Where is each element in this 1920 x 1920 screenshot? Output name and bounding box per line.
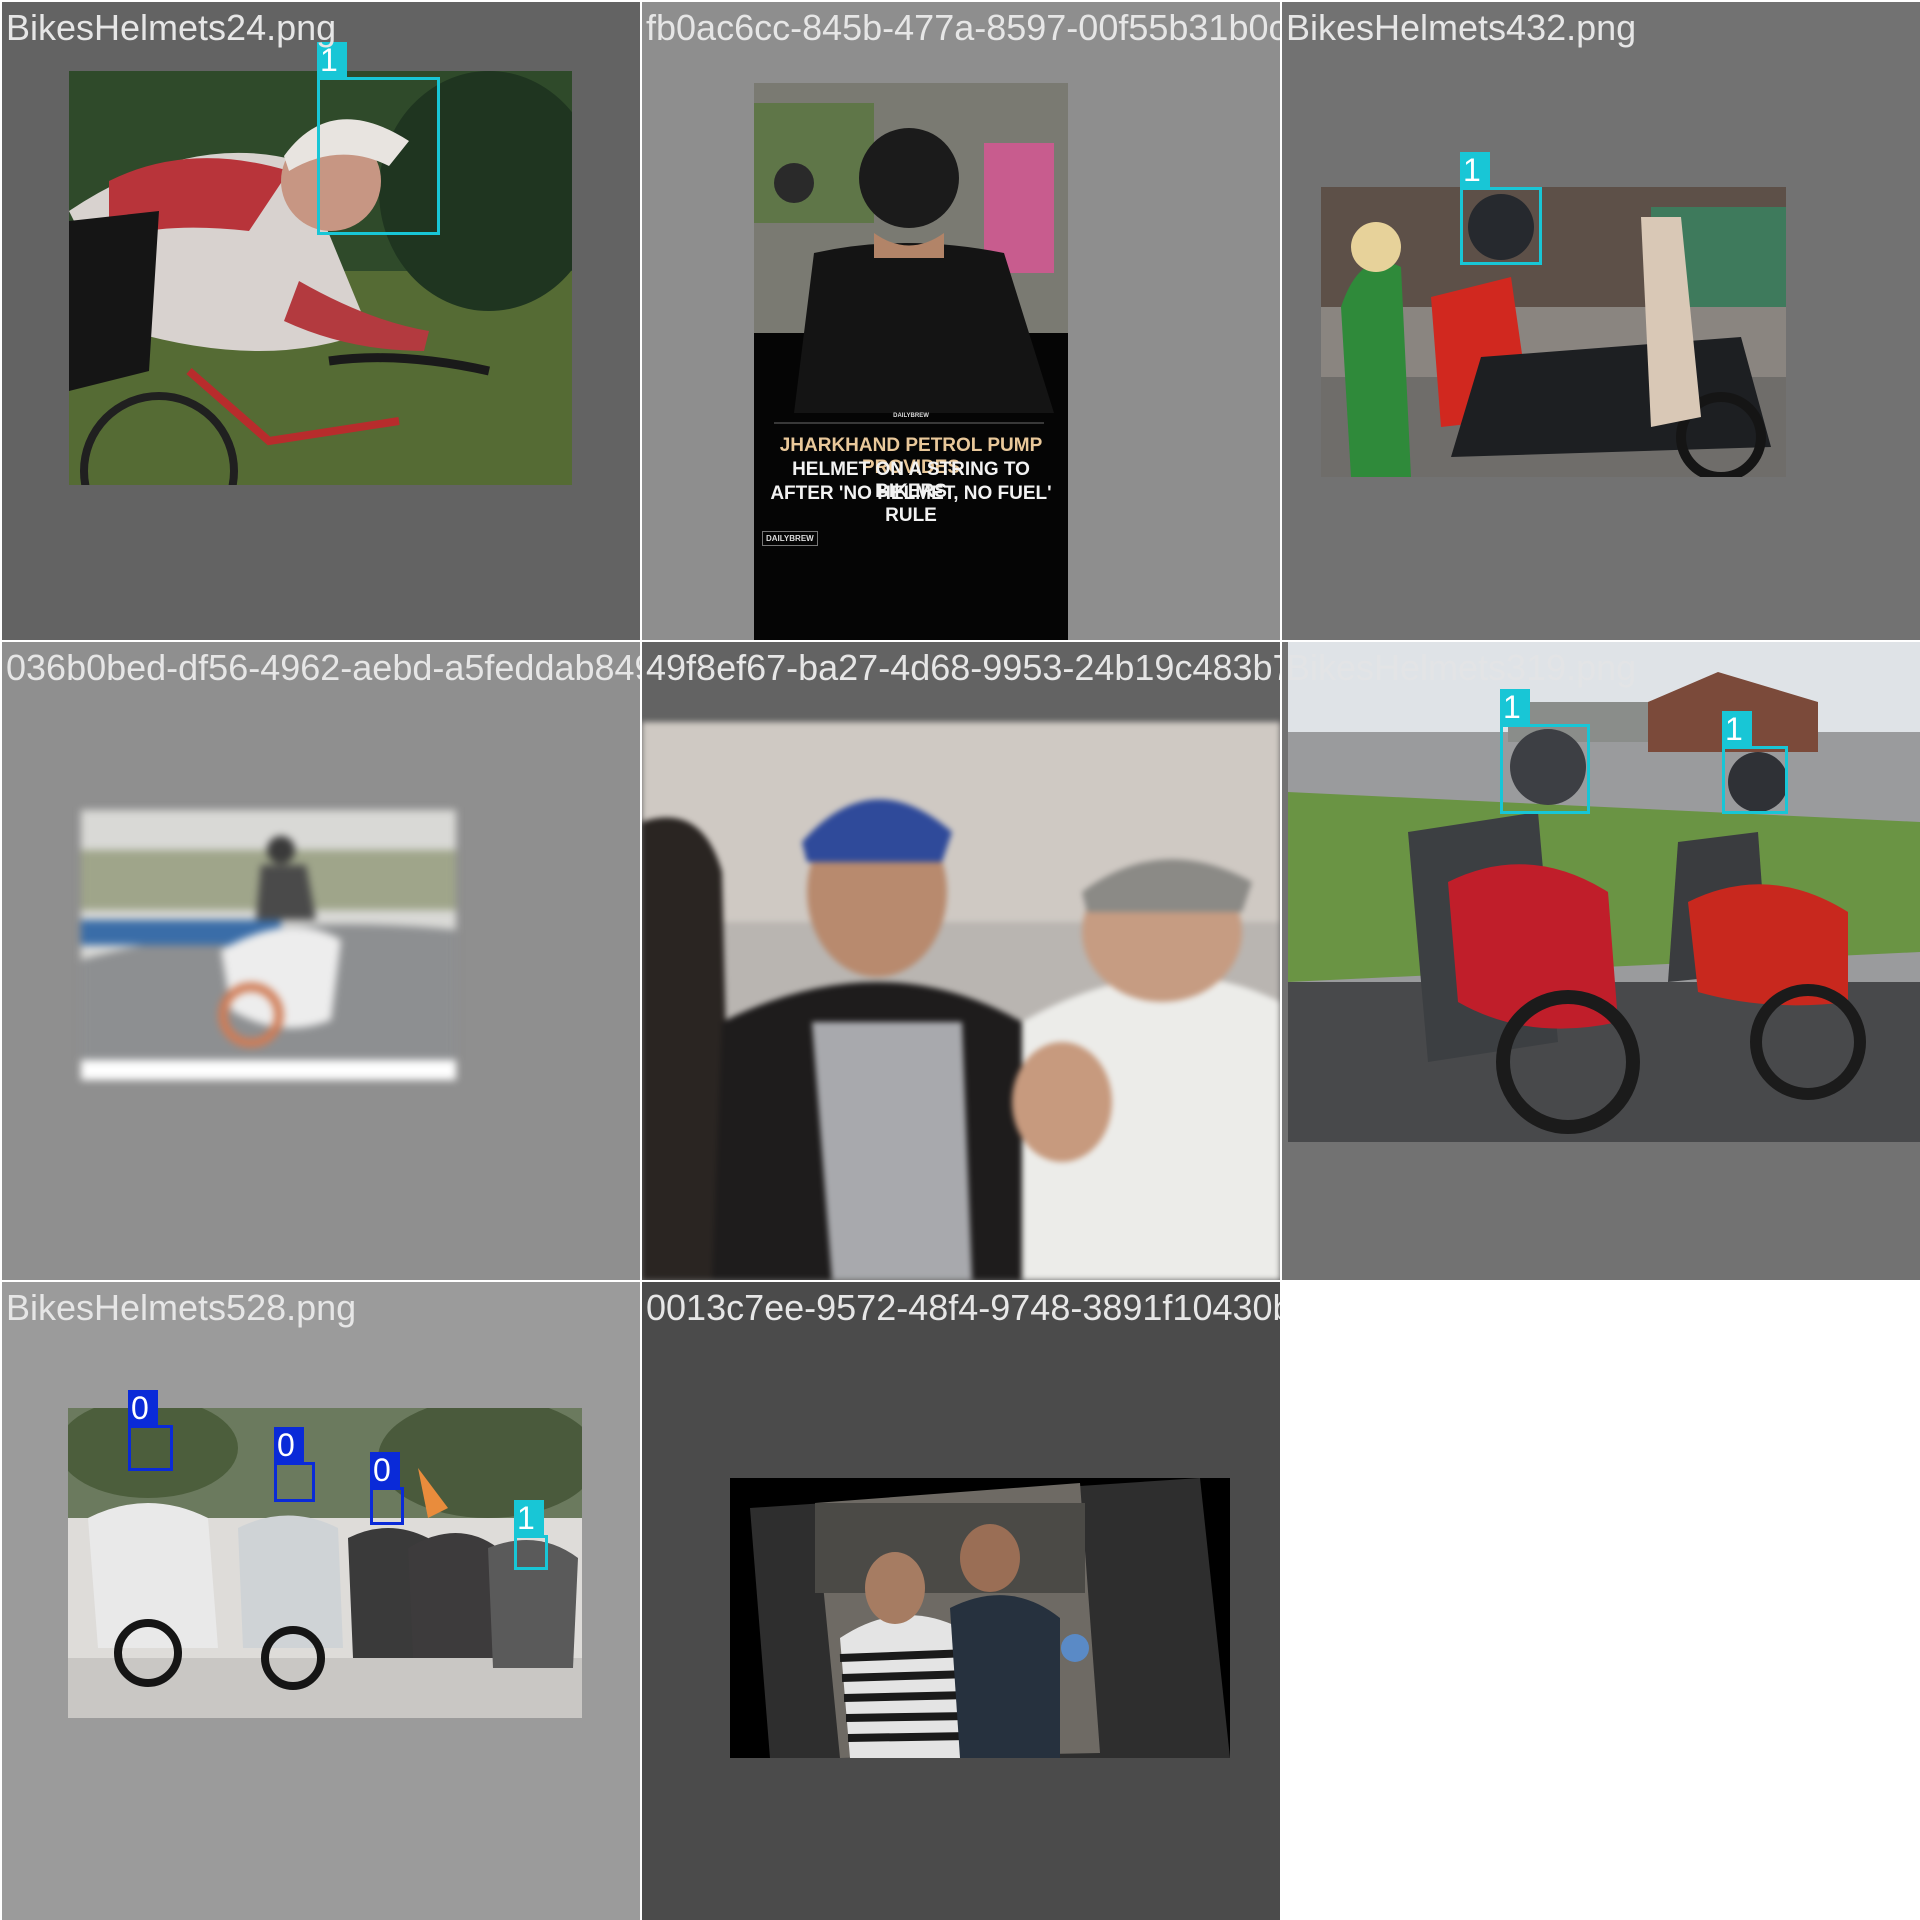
- tile-bikeshelmets319[interactable]: BikesHelmets319.png 1 1: [1282, 642, 1920, 1280]
- news-brand-top: DAILYBREW: [893, 413, 929, 419]
- petrol-pump-photo-illustration: [754, 83, 1068, 640]
- tile-filename: BikesHelmets432.png: [1286, 7, 1637, 48]
- detection-label: 1: [1500, 689, 1530, 725]
- tile-filename: BikesHelmets24.png: [6, 7, 337, 48]
- detection-box: 1: [1500, 689, 1590, 814]
- tile-photo: DAILYBREW JHARKHAND PETROL PUMP PROVIDES…: [754, 83, 1068, 640]
- detection-box: 1: [514, 1500, 548, 1570]
- news-headline-text: JHARKHAND PETROL PUMP PROVIDES: [779, 435, 1043, 478]
- tile-filename: BikesHelmets528.png: [6, 1287, 357, 1328]
- detection-box: 0: [370, 1452, 404, 1525]
- detection-label: 0: [128, 1390, 158, 1426]
- detection-box: 1: [317, 42, 440, 235]
- news-brand-bottom: DAILYBREW: [762, 531, 818, 546]
- news-headline-line3: AFTER 'NO HELMET, NO FUEL' RULE: [770, 483, 1052, 526]
- detection-label: 1: [1460, 152, 1490, 188]
- tile-bikeshelmets24[interactable]: BikesHelmets24.png 1: [2, 2, 640, 640]
- tile-filename: BikesHelmets319.png: [1286, 647, 1637, 688]
- tile-filename: 0013c7ee-9572-48f4-9748-3891f10430b7.jpg: [646, 1287, 1280, 1328]
- detection-box: 1: [1460, 152, 1542, 265]
- tile-photo: [1288, 642, 1920, 1142]
- tile-0013c7ee[interactable]: 0013c7ee-9572-48f4-9748-3891f10430b7.jpg: [642, 1282, 1280, 1920]
- detection-label: 0: [274, 1427, 304, 1463]
- tile-bikeshelmets432[interactable]: BikesHelmets432.png 1: [1282, 2, 1920, 640]
- sportbike-rider-photo-illustration: [81, 810, 456, 1080]
- tile-photo: [69, 71, 572, 485]
- detection-box: 1: [1722, 711, 1788, 814]
- tile-photo: [730, 1478, 1230, 1758]
- detection-box: 0: [128, 1390, 173, 1471]
- crowd-scuffle-photo-illustration: [730, 1478, 1230, 1758]
- crowd-photo-illustration: [642, 722, 1280, 1280]
- detection-label: 0: [370, 1452, 400, 1488]
- news-headline-line1: JHARKHAND PETROL PUMP PROVIDES: [754, 435, 1068, 479]
- detection-box: 0: [274, 1427, 315, 1502]
- motorcycle-rally-photo-illustration: [68, 1408, 582, 1718]
- tile-fb0ac6cc[interactable]: fb0ac6cc-845b-477a-8597-00f55b31b0c9.jpg…: [642, 2, 1280, 640]
- news-headline-line2: HELMET ON A STRING TO BIKERS: [792, 459, 1030, 502]
- detection-label: 1: [1722, 711, 1752, 747]
- tile-photo: [642, 722, 1280, 1280]
- detection-label: 1: [317, 42, 347, 78]
- tile-filename: 49f8ef67-ba27-4d68-9953-24b19c483b79.jpg: [646, 647, 1280, 688]
- tile-filename: fb0ac6cc-845b-477a-8597-00f55b31b0c9.jpg: [646, 7, 1280, 48]
- tile-photo: [1321, 187, 1786, 477]
- cyclist-photo-illustration: [69, 71, 572, 485]
- street-motorbike-photo-illustration: [1321, 187, 1786, 477]
- tile-bikeshelmets528[interactable]: BikesHelmets528.png 0 0: [2, 1282, 640, 1920]
- tile-photo: [81, 810, 456, 1080]
- sportbikes-parking-photo-illustration: [1288, 642, 1920, 1142]
- detection-label: 1: [514, 1500, 544, 1536]
- tile-036b0bed[interactable]: 036b0bed-df56-4962-aebd-a5feddab8493.jpg: [2, 642, 640, 1280]
- tile-filename: 036b0bed-df56-4962-aebd-a5feddab8493.jpg: [6, 647, 640, 688]
- tile-49f8ef67[interactable]: 49f8ef67-ba27-4d68-9953-24b19c483b79.jpg: [642, 642, 1280, 1280]
- tile-photo: [68, 1408, 582, 1718]
